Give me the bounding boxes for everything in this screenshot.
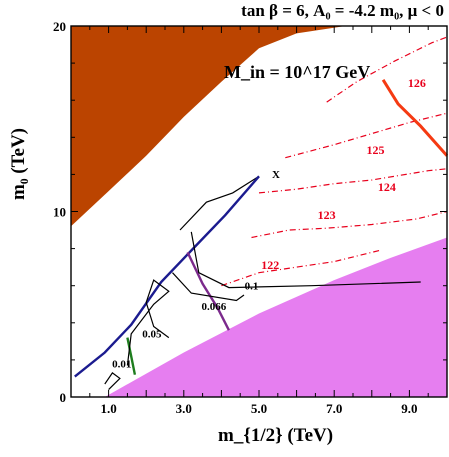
- dm-contour-0_01: [104, 372, 121, 391]
- x-tick-label: 3.0: [176, 401, 192, 416]
- dm-label-0_066: 0.066: [202, 301, 227, 313]
- dm-label-0_01: 0.01: [112, 358, 131, 370]
- region-excluded-upper: [71, 26, 346, 227]
- dm-label-0_1: 0.1: [245, 280, 259, 292]
- mh-contour-123: [251, 210, 448, 239]
- dm-contour-0_05: [126, 279, 170, 366]
- x-ticks: 1.0 3.0 5.0 7.0 9.0: [70, 26, 448, 416]
- boundary-line-2: [74, 175, 260, 378]
- boundary-line-4: [126, 337, 137, 375]
- mh-label-123: 123: [318, 208, 336, 222]
- dm-contour-0_066: [172, 272, 245, 302]
- y-tick-label: 0: [60, 390, 67, 405]
- mh-contour-124: [258, 168, 448, 194]
- x-tick-label: 5.0: [251, 401, 267, 416]
- mh-label-126: 126: [408, 76, 426, 90]
- mh-contour-122: [221, 249, 380, 287]
- y-tick-label: 10: [53, 205, 66, 220]
- plot-area: 122 123 124 125 126 0.01 0.05 0.066 0.1: [71, 26, 449, 397]
- mass-annotation: M_in = 10^17 GeV: [224, 62, 370, 82]
- dm-label-0_05: 0.05: [142, 329, 162, 341]
- region-excluded-lower: [104, 237, 448, 397]
- mh-contour-126: [326, 36, 448, 103]
- x-tick-label: 1.0: [100, 401, 116, 416]
- mh-label-125: 125: [367, 143, 385, 157]
- y-axis-label: m₀ (TeV): [8, 128, 29, 200]
- mh-label-122: 122: [261, 258, 279, 272]
- dm-contour-0_1: [190, 231, 421, 289]
- mh-contour-126-solid: [381, 79, 449, 157]
- boundary-line-1: [179, 175, 260, 231]
- x-axis-label: m_{1/2} (TeV): [218, 425, 333, 446]
- y-tick-label: 20: [53, 19, 66, 34]
- x-tick-label: 7.0: [326, 401, 342, 416]
- mh-label-124: 124: [378, 180, 396, 194]
- boundary-line-3: [186, 251, 230, 331]
- x-tick-label: 9.0: [401, 401, 417, 416]
- point-marker: X: [272, 169, 280, 181]
- chart-title: tan β = 6, A₀ = -4.2 m₀, μ < 0: [241, 1, 444, 20]
- y-ticks: 0 10 20: [53, 19, 447, 405]
